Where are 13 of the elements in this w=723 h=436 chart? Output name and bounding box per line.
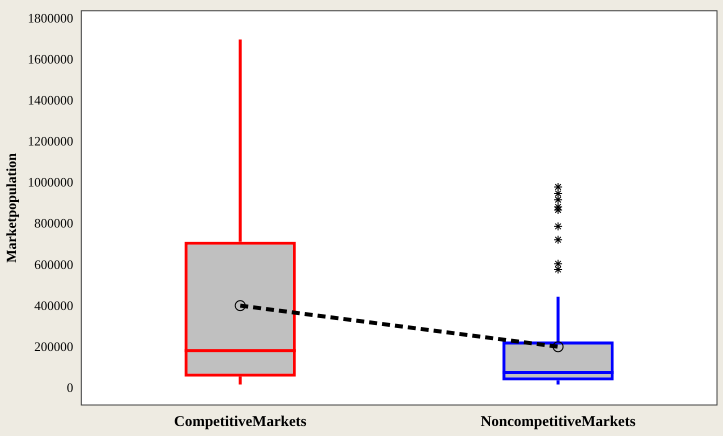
y-tick-label: 400000	[34, 298, 74, 313]
y-tick-label: 1800000	[28, 10, 74, 26]
y-tick-label: 1600000	[28, 51, 74, 66]
y-tick-label: 200000	[34, 338, 74, 354]
y-tick-label: 600000	[34, 256, 74, 272]
x-tick-label: CompetitiveMarkets	[174, 414, 307, 430]
x-tick-label: NoncompetitiveMarkets	[480, 414, 636, 430]
y-tick-label: 1000000	[28, 174, 74, 190]
y-tick-label: 1400000	[28, 92, 74, 108]
y-tick-label: 1200000	[28, 134, 74, 149]
y-axis-title: Marketpopulation	[5, 152, 20, 263]
y-tick-label: 800000	[34, 216, 74, 231]
y-tick-label: 0	[66, 380, 74, 395]
